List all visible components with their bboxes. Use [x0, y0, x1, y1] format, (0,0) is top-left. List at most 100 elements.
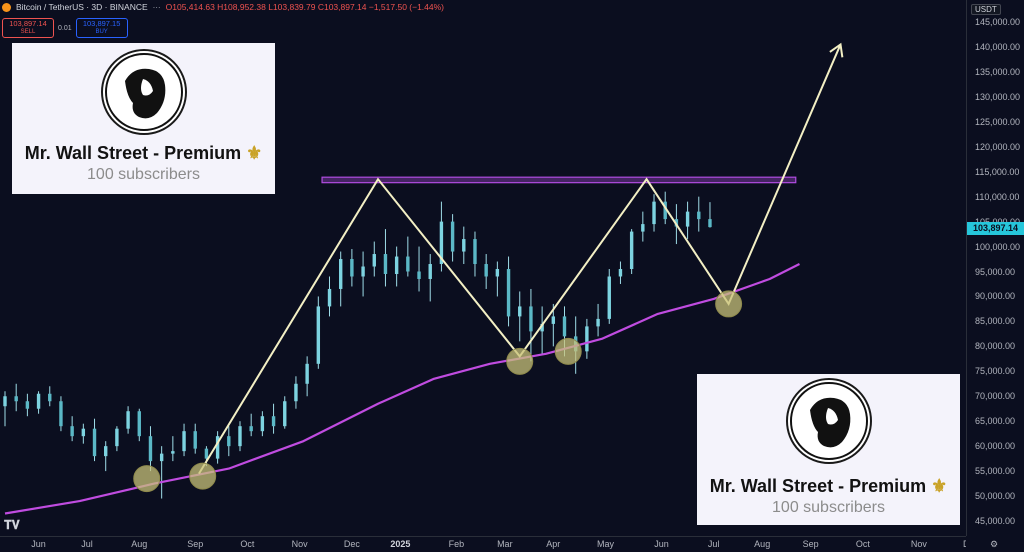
price-axis[interactable]: 145,000.00 140,000.00 135,000.00 130,000.00…	[966, 0, 1024, 536]
candle	[350, 249, 354, 287]
candle-body	[327, 288, 332, 307]
candle-body	[361, 266, 365, 277]
price-tick-label: 80,000.00	[975, 341, 1016, 352]
candle-body	[305, 363, 309, 384]
candle	[417, 246, 421, 292]
candle	[182, 423, 186, 457]
candle-body	[383, 254, 388, 274]
price-tick-label: 60,000.00	[975, 441, 1016, 452]
buy-button[interactable]: 103,897.15 BUY	[75, 18, 128, 38]
candle-body	[249, 426, 253, 432]
candle	[406, 236, 410, 277]
price-tick-label: 65,000.00	[975, 416, 1016, 427]
candle	[585, 318, 589, 359]
candle	[506, 256, 511, 327]
symbol-title[interactable]: Bitcoin / TetherUS · 3D · BINANCE	[16, 2, 148, 12]
candle	[25, 393, 30, 417]
candle	[59, 396, 63, 432]
fleur-de-lis-icon: ⚜	[246, 143, 263, 163]
candle-body	[25, 401, 30, 409]
highlight-circle	[133, 465, 161, 493]
currency-badge[interactable]: USDT	[971, 4, 1001, 15]
candle-body	[36, 393, 41, 409]
candle	[159, 446, 164, 499]
candle-body	[3, 396, 7, 407]
candle	[215, 431, 220, 464]
candle-body	[372, 254, 376, 267]
time-tick-label: Mar	[497, 539, 513, 549]
candle-body	[417, 271, 421, 279]
candle-body	[350, 259, 354, 277]
candle-body	[14, 396, 18, 402]
highlight-circle	[554, 337, 582, 365]
candle-body	[518, 306, 522, 317]
branding-title: Mr. Wall Street - Premium ⚜	[709, 476, 948, 496]
candle	[271, 403, 276, 434]
candle-body	[182, 431, 186, 452]
candle-body	[697, 211, 701, 220]
time-tick-label: Sep	[187, 539, 204, 549]
candle	[3, 391, 7, 427]
lion-logo-icon	[100, 49, 187, 135]
candle-body	[59, 401, 63, 427]
candle	[383, 229, 388, 287]
fleur-de-lis-icon: ⚜	[931, 476, 948, 496]
candle	[518, 291, 522, 342]
candle-body	[708, 219, 712, 228]
candle-body	[473, 239, 477, 265]
more-icon[interactable]: ⋯	[152, 2, 161, 12]
candle	[462, 226, 466, 265]
lion-logo-icon	[785, 378, 872, 464]
candle-body	[450, 221, 455, 252]
candle	[104, 441, 108, 472]
axis-corner	[966, 536, 1024, 551]
candle	[473, 231, 477, 277]
settings-icon[interactable]: ⚙	[990, 539, 999, 549]
price-tick-label: 75,000.00	[975, 366, 1016, 377]
price-tick-label: 135,000.00	[975, 66, 1021, 77]
candle	[361, 251, 365, 297]
candle	[652, 194, 656, 232]
price-chart[interactable]	[0, 0, 966, 536]
candle-body	[540, 323, 544, 332]
candle-body	[551, 316, 556, 324]
candle	[126, 406, 130, 434]
sell-button[interactable]: 103,897.14 SELL	[2, 18, 54, 38]
candle-body	[48, 393, 52, 402]
price-tick-label: 115,000.00	[975, 166, 1020, 177]
price-tick-label: 125,000.00	[975, 116, 1021, 127]
candle-body	[652, 201, 656, 225]
candle	[260, 411, 265, 437]
candle	[339, 251, 343, 307]
candle	[428, 254, 432, 302]
candle	[171, 436, 175, 462]
candle	[148, 426, 153, 472]
candle-body	[462, 239, 466, 252]
tradingview-logo-icon[interactable]: 𝐓𝐕	[4, 518, 20, 532]
highlight-circle	[189, 462, 217, 490]
candle-body	[607, 276, 611, 319]
candle-body	[406, 256, 410, 272]
time-axis[interactable]: Jun Jul Aug Sep Oct Nov Dec 2025 Feb Mar Apr May Jun…	[0, 536, 979, 552]
price-tick-label: 145,000.00	[975, 17, 1021, 27]
candle-body	[238, 426, 242, 447]
trade-buttons: 103,897.14 SELL 0.01 103,897.15 BUY	[2, 18, 128, 38]
candle-body	[260, 416, 265, 432]
candle	[81, 423, 86, 444]
branding-subtitle: 100 subscribers	[87, 166, 200, 183]
candle	[450, 214, 455, 262]
branding-subtitle: 100 subscribers	[772, 499, 885, 516]
resistance-band	[321, 176, 797, 184]
candle	[596, 303, 600, 337]
candle-body	[227, 436, 231, 447]
candle-body	[506, 269, 511, 317]
candle	[227, 426, 231, 457]
candle	[641, 211, 645, 242]
candle	[327, 276, 332, 317]
candle	[70, 416, 74, 442]
candle-body	[148, 436, 153, 462]
candle-body	[484, 264, 488, 277]
price-tick-label: 55,000.00	[975, 466, 1016, 477]
candle	[193, 423, 197, 454]
candle	[48, 386, 52, 407]
